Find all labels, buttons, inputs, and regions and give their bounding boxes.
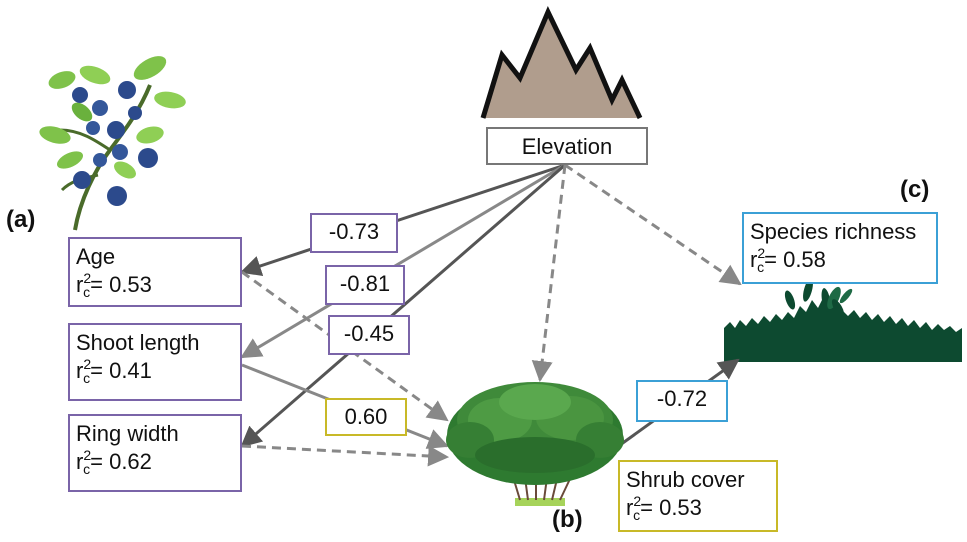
coef-elevation-ring-width: -0.45 <box>328 315 410 355</box>
shoot-length-r2c-value: = 0.41 <box>90 358 152 383</box>
age-node: Age r2c= 0.53 <box>68 237 242 307</box>
ring-width-r2c: r2c= 0.62 <box>76 447 152 477</box>
age-r2c: r2c= 0.53 <box>76 270 152 300</box>
coef-elevation-age: -0.73 <box>310 213 398 253</box>
arrow-elevation-ring-width <box>240 163 566 448</box>
panel-label-b: (b) <box>552 506 583 533</box>
shrub-icon <box>446 382 624 506</box>
panel-label-a: (a) <box>6 206 36 233</box>
species-richness-label: Species richness <box>750 219 917 244</box>
arrow-elevation-shoot-length <box>240 163 566 359</box>
shrub-cover-r2c-value: = 0.53 <box>640 495 702 520</box>
species-richness-node: Species richness r2c= 0.58 <box>742 212 938 284</box>
ring-width-label: Ring width <box>76 421 179 446</box>
arrow-ring-width-shrub-cover <box>241 444 450 467</box>
arrow-elevation-age <box>240 163 566 277</box>
shrub-cover-node: Shrub cover r2c= 0.53 <box>618 460 778 532</box>
age-r2c-value: = 0.53 <box>90 272 152 297</box>
ring-width-r2c-value: = 0.62 <box>90 449 152 474</box>
connections <box>240 163 742 467</box>
ring-width-node: Ring width r2c= 0.62 <box>68 414 242 492</box>
species-richness-r2c-value: = 0.58 <box>764 247 826 272</box>
elevation-label: Elevation <box>521 134 613 159</box>
arrow-elevation-species-richness <box>564 163 742 286</box>
panel-label-c: (c) <box>900 176 930 203</box>
shoot-length-label: Shoot length <box>76 330 200 355</box>
coef-elevation-shoot-length: -0.81 <box>325 265 405 305</box>
grass-icon <box>724 278 962 362</box>
coef-shoot-length-shrub-cover: 0.60 <box>325 398 407 436</box>
arrow-elevation-shrub-cover <box>531 164 567 383</box>
coef-shrub-cover-species-richness: -0.72 <box>636 380 728 422</box>
shrub-cover-r2c: r2c= 0.53 <box>626 493 702 523</box>
species-richness-r2c: r2c= 0.58 <box>750 245 826 275</box>
blueberry-plant-icon <box>39 56 186 231</box>
elevation-node: Elevation <box>486 127 648 165</box>
shoot-length-node: Shoot length r2c= 0.41 <box>68 323 242 401</box>
shrub-cover-label: Shrub cover <box>626 467 745 492</box>
mountain-icon <box>480 5 643 120</box>
age-label: Age <box>76 244 116 269</box>
shoot-length-r2c: r2c= 0.41 <box>76 356 152 386</box>
